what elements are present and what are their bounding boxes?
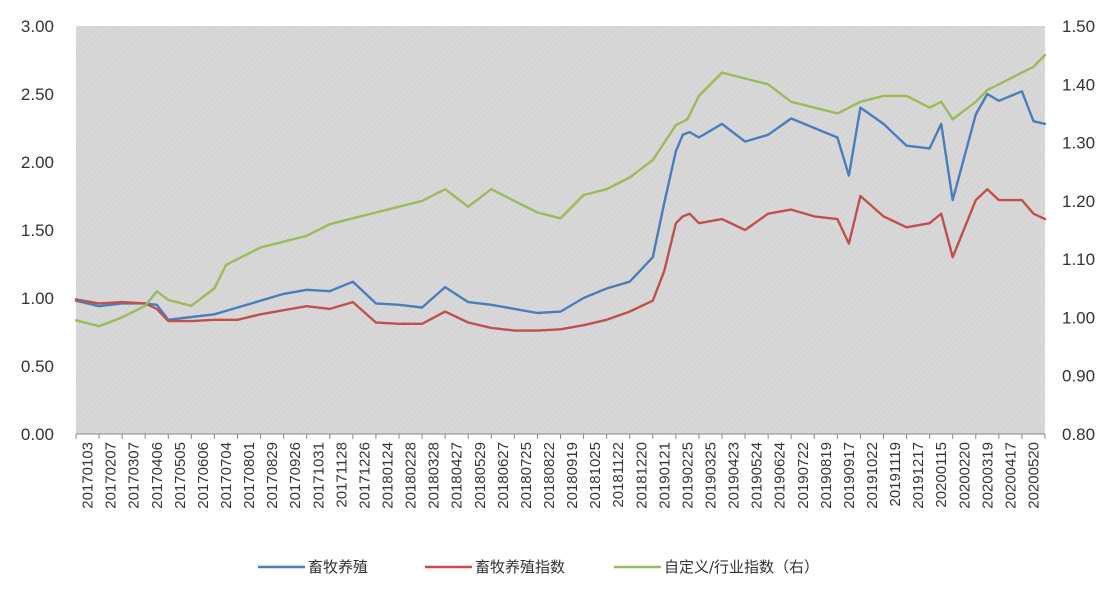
x-tick-label: 20170829 [264,442,281,509]
x-tick-label: 20191022 [864,442,881,509]
y-right-tick-label: 1.40 [1062,75,1095,94]
x-tick-label: 20190524 [749,442,766,509]
x-tick-label: 20180822 [541,442,558,509]
x-tick-label: 20181025 [587,442,604,509]
y-right-tick-label: 1.20 [1062,192,1095,211]
x-tick-label: 20170606 [195,442,212,509]
legend-label: 畜牧养殖 [308,558,368,576]
x-tick-label: 20190624 [772,442,789,509]
x-tick-label: 20181122 [610,442,627,508]
x-tick-label: 20180919 [564,442,581,509]
x-tick-label: 20170505 [172,442,189,509]
x-tick-label: 20190819 [818,442,835,509]
x-tick-label: 20171031 [310,442,327,509]
x-tick-label: 20191217 [910,442,927,509]
x-tick-label: 20180427 [449,442,466,509]
x-tick-label: 20170704 [218,442,235,509]
y-axis-left: 0.00 0.50 1.00 1.50 2.00 2.50 3.00 [21,17,54,444]
y-left-tick-label: 1.00 [21,289,54,308]
x-tick-label: 20180529 [472,442,489,509]
x-tick-label: 20190225 [679,442,696,509]
x-tick-label: 20190423 [726,442,743,509]
x-tick-label: 20180627 [495,442,512,509]
x-tick-label: 20200220 [956,442,973,509]
y-axis-right: 0.80 0.90 1.00 1.10 1.20 1.30 1.40 1.50 [1062,17,1095,444]
y-left-tick-label: 2.50 [21,85,54,104]
x-tick-label: 20190121 [656,442,673,509]
x-tick-label: 20190917 [841,442,858,509]
y-left-tick-label: 3.00 [21,17,54,36]
plot-area [76,26,1045,434]
x-tick-label: 20180328 [426,442,443,509]
y-right-tick-label: 1.10 [1062,250,1095,269]
x-tick-label: 20180725 [518,442,535,509]
legend-label: 自定义/行业指数（右） [664,558,819,576]
x-tick-label: 20180228 [403,442,420,509]
x-tick-label: 20170307 [126,442,143,509]
series-line-1 [74,187,1047,332]
legend: 畜牧养殖 畜牧养殖指数 自定义/行业指数（右） [258,558,819,576]
x-tick-label: 20171226 [356,442,373,509]
y-right-tick-label: 1.30 [1062,134,1095,153]
x-tick-label: 20170406 [149,442,166,509]
legend-label: 畜牧养殖指数 [475,558,565,576]
x-tick-label: 20181220 [633,442,650,509]
y-right-tick-label: 0.80 [1062,425,1095,444]
x-tick-label: 20170926 [287,442,304,509]
series-line-0 [74,90,1047,321]
x-tick-label: 20170103 [80,442,97,509]
series-line-2 [74,53,1047,328]
x-tick-label: 20171128 [333,442,350,508]
x-tick-label: 20200319 [979,442,996,509]
x-axis: 20170103 20170207 20170307 20170406 20170505… [75,433,1046,509]
y-left-tick-label: 0.00 [21,425,54,444]
x-tick-label: 20200520 [1025,442,1042,509]
x-tick-label: 20180124 [379,442,396,509]
series-lines [74,53,1047,332]
x-tick-label: 20170207 [103,442,120,509]
x-tick-label: 20200115 [933,442,950,508]
y-left-tick-label: 0.50 [21,357,54,376]
x-tick-label: 20200417 [1002,442,1019,509]
y-right-tick-label: 0.90 [1062,367,1095,386]
y-left-tick-label: 2.00 [21,153,54,172]
x-tick-label: 20170801 [241,442,258,509]
x-tick-label: 20190722 [795,442,812,509]
x-tick-label: 20191119 [887,442,904,507]
x-tick-label: 20190325 [702,442,719,509]
y-right-tick-label: 1.50 [1062,17,1095,36]
y-left-tick-label: 1.50 [21,221,54,240]
y-right-tick-label: 1.00 [1062,308,1095,327]
